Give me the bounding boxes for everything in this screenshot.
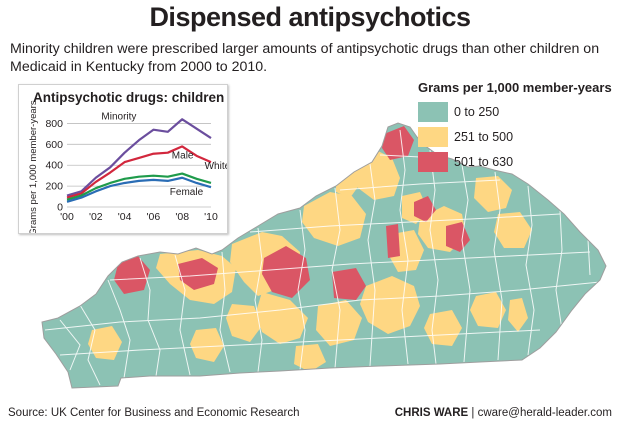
county-group-501-630 [386, 224, 400, 258]
credit-contact: | cware@herald-leader.com [471, 407, 612, 419]
county-group-501-630 [332, 268, 366, 300]
chart-title: Antipsychotic drugs: children [33, 90, 225, 105]
y-tick-label: 600 [45, 139, 63, 151]
x-tick-label: '08 [175, 211, 189, 223]
county-borders [44, 129, 601, 386]
source-note: Source: UK Center for Business and Econo… [8, 407, 300, 419]
legend-swatch [418, 127, 448, 147]
credit: CHRIS WARE | cware@herald-leader.com [395, 407, 612, 419]
county-group-501-630 [414, 196, 436, 222]
x-tick-label: '00 [60, 211, 74, 223]
state-outline [41, 122, 607, 389]
legend-item: 251 to 500 [418, 126, 618, 148]
county-group-251-500 [474, 176, 512, 212]
x-tick-label: '04 [118, 211, 132, 223]
county-group-251-500 [508, 298, 528, 332]
county-group-251-500 [226, 304, 262, 342]
series-label: Minority [101, 112, 136, 123]
legend-label: 251 to 500 [454, 130, 514, 144]
county-group-251-500 [256, 292, 308, 344]
county-group-251-500 [302, 192, 366, 246]
series-line [66, 172, 212, 201]
y-tick-label: 800 [45, 118, 63, 130]
state-base [42, 123, 606, 388]
legend-label: 0 to 250 [454, 105, 500, 119]
county-group-501-630 [382, 126, 414, 160]
county-fills [41, 122, 607, 389]
legend-title: Grams per 1,000 member-years [418, 80, 612, 95]
county-group-501-630 [262, 246, 310, 298]
credit-name: CHRIS WARE [394, 407, 469, 419]
county-group-251-500 [494, 212, 532, 248]
legend-item: 501 to 630 [418, 151, 618, 173]
legend-swatch [418, 152, 448, 172]
series-label: Female [170, 187, 204, 198]
legend-label: 501 to 630 [454, 155, 514, 169]
series-line [66, 145, 212, 199]
page-subtitle: Minority children were prescribed larger… [10, 41, 600, 75]
page-title: Dispensed antipsychotics [149, 2, 471, 32]
y-tick-label: 200 [45, 181, 63, 193]
county-group-501-630 [178, 258, 218, 290]
x-tick-label: '10 [204, 211, 218, 223]
map-legend: Grams per 1,000 member-years 0 to 250 25… [418, 80, 618, 176]
series-label: Male [172, 151, 194, 162]
chart-plot: 0 200 400 600 800 '00 '02 '04 '06 '08 '10 Grams per… [28, 100, 227, 233]
y-tick-label: 0 [57, 202, 63, 214]
series-line [66, 118, 212, 197]
y-axis-label: Grams per 1,000 member-years [28, 100, 39, 233]
legend-item: 0 to 250 [418, 101, 618, 123]
x-tick-label: '02 [89, 211, 103, 223]
x-tick-label: '06 [147, 211, 161, 223]
y-tick-label: 400 [45, 160, 63, 172]
inset-line-chart: Antipsychotic drugs: children 0 200 400 600… [18, 84, 228, 234]
county-group-251-500 [470, 292, 506, 328]
series-line [66, 176, 212, 203]
county-group-251-500 [190, 328, 224, 362]
legend-swatch [418, 102, 448, 122]
series-label: White [205, 161, 227, 172]
county-group-501-630 [114, 256, 150, 294]
